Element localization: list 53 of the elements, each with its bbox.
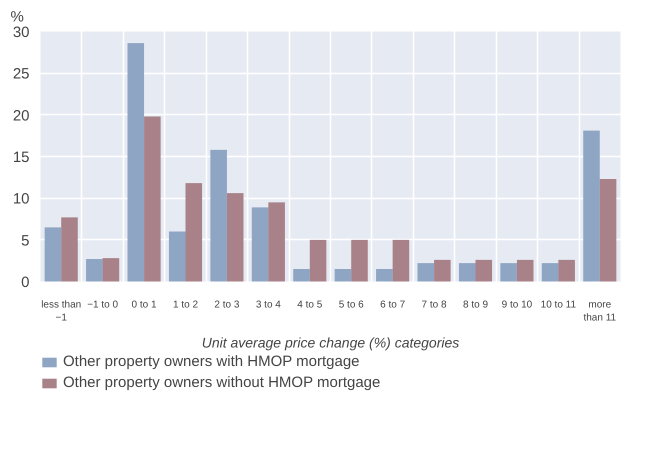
bar <box>144 116 161 282</box>
x-tick-label: 7 to 8 <box>422 300 448 310</box>
legend-label: Other property owners without HMOP mortgage <box>63 374 380 391</box>
bar <box>558 260 575 282</box>
x-tick-label: 6 to 7 <box>380 300 406 310</box>
bar <box>542 263 558 282</box>
bar <box>128 43 144 282</box>
bar <box>500 263 517 282</box>
bar <box>61 217 78 282</box>
y-tick-label: 25 <box>12 66 30 83</box>
x-tick-label: less than −1 <box>41 300 82 324</box>
bar <box>458 263 476 282</box>
x-tick-label: 10 to 11 <box>540 300 576 310</box>
x-tick-label: 5 to 6 <box>338 300 364 310</box>
y-tick-label: 15 <box>12 149 30 166</box>
x-tick-label: 1 to 2 <box>172 300 198 310</box>
bar <box>583 130 600 282</box>
bar <box>293 269 310 282</box>
bar <box>516 260 534 282</box>
bar <box>392 240 410 282</box>
bar <box>210 150 227 282</box>
x-tick-label: 2 to 3 <box>214 300 240 310</box>
x-tick-label: 9 to 10 <box>502 300 533 310</box>
y-tick-label: 20 <box>12 107 30 124</box>
bar <box>310 240 326 282</box>
bar <box>476 260 492 282</box>
y-tick-label: 30 <box>12 24 30 41</box>
bar <box>168 232 186 282</box>
bar <box>186 183 202 282</box>
x-tick-label: 4 to 5 <box>297 300 323 310</box>
bar <box>334 269 352 282</box>
x-tick-label: 8 to 9 <box>462 300 488 310</box>
x-tick-label: more than 11 <box>583 300 617 324</box>
bar <box>252 207 268 282</box>
y-axis-title: % <box>10 8 24 26</box>
bar <box>351 240 368 282</box>
x-axis-title: Unit average price change (%) categories <box>202 334 460 351</box>
bar <box>86 259 103 282</box>
bar <box>226 193 244 282</box>
bar <box>268 202 285 282</box>
bar <box>434 260 451 282</box>
legend-label: Other property owners with HMOP mortgage <box>63 353 360 370</box>
bar <box>600 179 616 282</box>
x-tick-label: 3 to 4 <box>256 300 282 310</box>
bar <box>44 227 62 282</box>
bar <box>102 258 120 282</box>
y-tick-label: 10 <box>12 190 30 208</box>
y-tick-label: 0 <box>21 274 30 291</box>
y-tick-label: 5 <box>21 232 30 250</box>
bar <box>376 269 393 282</box>
x-tick-label: 0 to 1 <box>132 300 158 310</box>
x-tick-label: −1 to 0 <box>87 300 119 310</box>
bar <box>418 263 434 282</box>
